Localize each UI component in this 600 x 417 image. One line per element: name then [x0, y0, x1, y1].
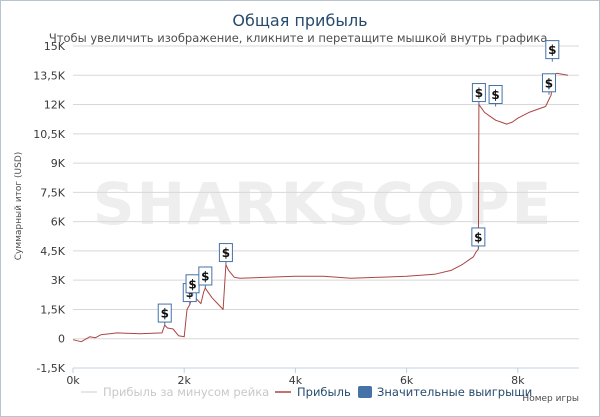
big-win-flag-box[interactable]: [545, 40, 560, 60]
big-win-flag-box[interactable]: [198, 266, 213, 286]
big-win-flag[interactable]: $: [471, 83, 486, 105]
big-win-flag[interactable]: $: [198, 266, 213, 288]
legend-item[interactable]: Прибыль: [275, 385, 351, 399]
legend-box-symbol: [358, 386, 372, 398]
y-tick-label: 4,5K: [40, 245, 65, 258]
legend-item[interactable]: Прибыль за минусом рейка: [81, 385, 269, 399]
x-tick-label: 6k: [400, 374, 414, 387]
y-tick-label: 9K: [51, 157, 66, 170]
big-win-flag-box[interactable]: [157, 303, 172, 323]
big-win-flag-label: $: [161, 307, 169, 321]
legend: Прибыль за минусом рейка Прибыль Значитель…: [81, 385, 532, 399]
series-line-profit[interactable]: [72, 72, 568, 343]
chart-subtitle: Чтобы увеличить изображение, кликните и …: [49, 31, 551, 45]
x-axis-title: Номер игры: [522, 394, 579, 404]
y-axis-ticks: -1,5K 0 1,5K 3K 4,5K 6K 7,5K 9K 10,5K 12K 13,5K 15K: [33, 40, 65, 375]
big-win-flag-box[interactable]: [541, 73, 556, 93]
big-win-flag[interactable]: $: [157, 303, 172, 326]
big-win-flag-label: $: [548, 43, 556, 57]
big-win-flag[interactable]: $: [185, 274, 200, 296]
x-axis-ticks: 0k 2k 4k 6k 8k: [66, 368, 525, 387]
big-win-flag-label: $: [475, 86, 483, 100]
watermark: SHARKSCOPE: [93, 170, 554, 238]
big-win-flag-label: $: [188, 277, 196, 291]
big-win-flag[interactable]: $: [218, 243, 233, 265]
x-tick-label: 2k: [178, 374, 192, 387]
big-win-flag-label: $: [474, 230, 482, 244]
big-win-flag-label: $: [545, 76, 553, 90]
x-tick-label: 4k: [289, 374, 303, 387]
big-win-flag-box[interactable]: [488, 84, 503, 104]
y-axis-title: Суммарный итог (USD): [14, 152, 24, 261]
big-win-flag-label: $: [491, 88, 499, 102]
y-tick-label: 10,5K: [33, 128, 65, 141]
big-win-flags: $$$$$$$$$$: [157, 40, 560, 326]
legend-item[interactable]: Значительные выигрыши: [358, 385, 532, 399]
y-tick-label: -1,5K: [36, 362, 65, 375]
big-win-flag-label: $: [201, 269, 209, 283]
y-tick-label: 1,5K: [40, 303, 65, 316]
x-tick-label: 8k: [511, 374, 525, 387]
legend-label: Значительные выигрыши: [377, 385, 532, 399]
y-tick-label: 3K: [51, 274, 66, 287]
legend-label: Прибыль: [297, 385, 351, 399]
gridlines: [73, 45, 579, 369]
big-win-flag-box[interactable]: [471, 227, 486, 247]
big-win-flag[interactable]: $: [541, 73, 556, 95]
y-tick-label: 15K: [44, 40, 66, 53]
big-win-flag[interactable]: $: [545, 40, 560, 62]
y-tick-label: 0: [58, 333, 65, 346]
y-tick-label: 7,5K: [40, 186, 65, 199]
series-group: [72, 72, 568, 343]
y-tick-label: 13,5K: [33, 69, 65, 82]
y-tick-label: 6K: [51, 216, 66, 229]
chart-title: Общая прибыль: [232, 11, 367, 30]
big-win-flag-label: $: [222, 246, 230, 260]
x-tick-label: 0k: [66, 374, 80, 387]
big-win-flag[interactable]: $: [471, 227, 486, 249]
legend-label: Прибыль за минусом рейка: [103, 385, 269, 399]
y-tick-label: 12K: [44, 99, 66, 112]
big-win-flag-box[interactable]: [471, 83, 486, 103]
big-win-flag[interactable]: $: [488, 84, 503, 107]
big-win-flag-box[interactable]: [218, 243, 233, 263]
